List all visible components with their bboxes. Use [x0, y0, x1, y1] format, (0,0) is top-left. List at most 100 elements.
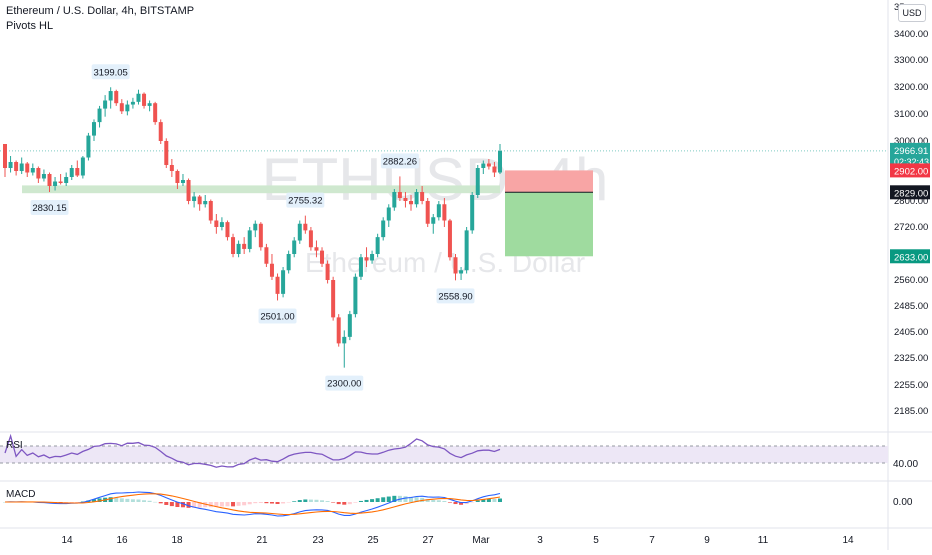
candle[interactable] [108, 87, 113, 109]
candle[interactable] [136, 89, 141, 105]
candle[interactable] [69, 165, 74, 180]
candle[interactable] [47, 172, 52, 193]
candle[interactable] [80, 156, 85, 179]
candle[interactable] [236, 240, 241, 258]
entry-price-tag[interactable]: 2829.00 [890, 185, 930, 200]
candle[interactable] [403, 192, 408, 208]
candle[interactable] [203, 195, 208, 208]
indicator-name[interactable]: Pivots HL [6, 20, 54, 32]
candle[interactable] [130, 97, 135, 109]
candle[interactable] [320, 247, 325, 267]
candle[interactable] [459, 267, 464, 280]
candle[interactable] [414, 189, 419, 208]
candle[interactable] [275, 273, 280, 301]
candle[interactable] [281, 267, 286, 298]
candle[interactable] [197, 195, 202, 211]
candle[interactable] [97, 105, 102, 128]
candle[interactable] [420, 186, 425, 205]
candle[interactable] [370, 250, 375, 264]
candle[interactable] [164, 138, 169, 168]
candle[interactable] [481, 160, 486, 175]
candle[interactable] [325, 260, 330, 284]
candle[interactable] [258, 222, 263, 251]
candle[interactable] [142, 92, 147, 109]
candle[interactable] [331, 276, 336, 321]
candle[interactable] [30, 163, 35, 176]
candle[interactable] [247, 227, 252, 253]
candle[interactable] [492, 162, 497, 177]
pivot-label[interactable]: 2830.15 [30, 200, 69, 215]
rsi-label[interactable]: RSI [6, 440, 23, 451]
candle[interactable] [409, 195, 414, 211]
pivot-label[interactable]: 2558.90 [436, 288, 475, 304]
candle[interactable] [75, 160, 80, 178]
candle[interactable] [286, 250, 291, 274]
candle[interactable] [475, 165, 480, 198]
stop-loss-zone[interactable] [505, 170, 593, 193]
candle[interactable] [336, 314, 341, 347]
symbol-title[interactable]: Ethereum / U.S. Dollar, 4h, BITSTAMP [6, 5, 195, 17]
candle[interactable] [453, 254, 458, 281]
candle[interactable] [208, 199, 213, 224]
candle[interactable] [64, 172, 69, 187]
candle[interactable] [314, 240, 319, 258]
currency-button[interactable]: USD [898, 4, 926, 22]
candle[interactable] [147, 100, 152, 112]
candle[interactable] [231, 233, 236, 258]
candle[interactable] [358, 254, 363, 280]
pivot-label[interactable]: 2755.32 [286, 192, 325, 208]
candle[interactable] [297, 220, 302, 244]
candle[interactable] [175, 169, 180, 190]
candle[interactable] [125, 100, 130, 116]
pivot-label[interactable]: 2300.00 [325, 375, 364, 391]
candle[interactable] [8, 156, 13, 173]
pivot-label[interactable]: 2501.00 [258, 308, 297, 324]
candle[interactable] [186, 178, 191, 205]
candle[interactable] [41, 169, 46, 182]
candle[interactable] [303, 215, 308, 234]
candle[interactable] [58, 174, 63, 185]
candle[interactable] [214, 214, 219, 234]
candle[interactable] [158, 119, 163, 144]
candle[interactable] [375, 233, 380, 258]
candle[interactable] [169, 159, 174, 177]
candle[interactable] [381, 217, 386, 241]
candle[interactable] [425, 198, 430, 227]
candle[interactable] [392, 189, 397, 211]
candle[interactable] [153, 101, 158, 125]
candle[interactable] [253, 220, 258, 238]
stop-price-tag[interactable]: 2902.00 [890, 163, 930, 178]
candle[interactable] [114, 89, 119, 106]
candle[interactable] [36, 166, 41, 184]
candle[interactable] [464, 227, 469, 274]
candle[interactable] [342, 330, 347, 368]
macd-label[interactable]: MACD [6, 489, 35, 500]
pivot-label[interactable]: 3199.05 [91, 64, 130, 80]
candle[interactable] [470, 192, 475, 234]
candle[interactable] [219, 217, 224, 231]
candle[interactable] [431, 214, 436, 234]
take-profit-zone[interactable] [505, 192, 593, 257]
candle[interactable] [192, 192, 197, 208]
candle[interactable] [397, 176, 402, 201]
candle[interactable] [119, 99, 124, 114]
candle[interactable] [91, 119, 96, 141]
candle[interactable] [436, 201, 441, 221]
candle[interactable] [103, 95, 108, 117]
candle[interactable] [14, 160, 19, 176]
candle[interactable] [486, 159, 491, 170]
candle[interactable] [242, 237, 247, 254]
pivot-label[interactable]: 2882.26 [380, 153, 419, 169]
candle[interactable] [353, 273, 358, 318]
candle[interactable] [447, 218, 452, 261]
candle[interactable] [308, 227, 313, 251]
candle[interactable] [264, 243, 269, 267]
candle[interactable] [347, 310, 352, 341]
candle[interactable] [442, 198, 447, 227]
candle[interactable] [269, 254, 274, 280]
candle[interactable] [498, 144, 502, 174]
candle[interactable] [19, 157, 24, 175]
candle[interactable] [225, 220, 230, 241]
